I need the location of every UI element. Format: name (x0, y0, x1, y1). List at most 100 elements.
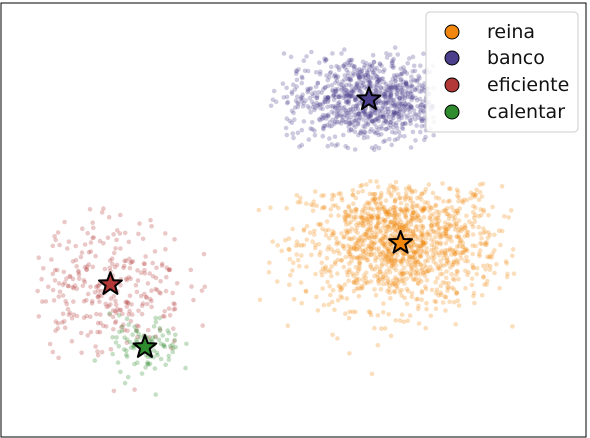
data-point (343, 119, 349, 125)
data-point (124, 340, 130, 346)
data-point (99, 293, 104, 299)
data-point (386, 252, 391, 257)
data-point (357, 261, 363, 267)
data-point (484, 242, 489, 247)
data-point (369, 227, 374, 233)
data-point (423, 134, 428, 140)
data-point (166, 267, 172, 273)
data-point (380, 310, 386, 315)
data-point (350, 192, 356, 197)
data-point (429, 219, 435, 225)
data-point (393, 262, 399, 268)
data-point (369, 246, 374, 251)
data-point (356, 286, 361, 291)
data-point (389, 191, 394, 196)
data-point (369, 233, 375, 238)
data-point (325, 95, 331, 100)
data-point (152, 334, 158, 340)
data-point (421, 214, 427, 220)
data-point (366, 201, 372, 207)
data-point (436, 212, 441, 218)
data-point (294, 239, 300, 244)
data-point (387, 242, 393, 247)
data-point (84, 267, 90, 273)
data-point (124, 316, 130, 322)
data-point (368, 279, 374, 284)
data-point (391, 109, 397, 115)
data-point (395, 136, 401, 142)
data-point (355, 281, 360, 286)
data-point (366, 309, 372, 314)
legend: reina banco eficiente calentar (425, 11, 579, 133)
data-point (368, 220, 374, 226)
data-point (435, 266, 441, 271)
data-point (97, 329, 103, 335)
data-point (79, 250, 85, 255)
data-point (346, 213, 351, 218)
data-point (351, 288, 357, 294)
data-point (71, 285, 76, 291)
data-point (396, 212, 402, 218)
data-point (163, 288, 169, 294)
data-point (374, 213, 380, 219)
data-point (381, 206, 386, 211)
data-point (419, 191, 425, 197)
data-point (470, 224, 476, 229)
data-point (374, 80, 380, 85)
data-point (329, 82, 335, 88)
data-point (455, 210, 461, 216)
data-point (420, 99, 426, 105)
data-point (311, 232, 317, 237)
data-point (392, 256, 398, 261)
data-point (369, 67, 375, 72)
data-point (410, 229, 416, 234)
data-point (69, 315, 75, 321)
data-point (392, 109, 397, 114)
data-point (318, 249, 323, 255)
data-point (53, 328, 58, 334)
data-point (361, 222, 367, 228)
data-point (389, 129, 395, 135)
data-point (403, 186, 409, 192)
data-point (405, 91, 411, 97)
data-point (132, 361, 137, 367)
centroid-star-icon-calentar (132, 334, 158, 358)
data-point (402, 197, 408, 203)
data-point (429, 247, 434, 253)
data-point (307, 95, 313, 101)
data-point (375, 113, 380, 118)
data-point (380, 220, 385, 225)
data-point (279, 248, 285, 254)
data-point (394, 278, 400, 284)
data-point (419, 279, 424, 284)
data-point (409, 215, 415, 221)
data-point (409, 97, 414, 103)
centroid-star-icon-reina (388, 230, 413, 254)
data-point (410, 94, 416, 99)
data-point (295, 130, 301, 136)
data-point (291, 135, 296, 141)
data-point (343, 254, 348, 260)
data-point (455, 193, 460, 198)
data-point (387, 248, 392, 254)
data-point (319, 260, 325, 266)
data-point (376, 127, 381, 132)
data-point (256, 207, 262, 213)
data-point (375, 196, 381, 201)
data-point (292, 105, 298, 110)
data-point (348, 251, 353, 257)
data-point (416, 112, 422, 117)
data-point (367, 226, 373, 231)
data-point (113, 298, 118, 304)
data-point (456, 276, 461, 282)
data-point (467, 219, 472, 224)
data-point (368, 75, 373, 80)
data-point (390, 65, 396, 70)
data-point (334, 239, 340, 245)
data-point (60, 293, 66, 298)
data-point (357, 255, 363, 260)
data-point (485, 278, 490, 284)
data-point (395, 87, 400, 93)
data-point (411, 77, 416, 83)
data-point (397, 217, 402, 222)
